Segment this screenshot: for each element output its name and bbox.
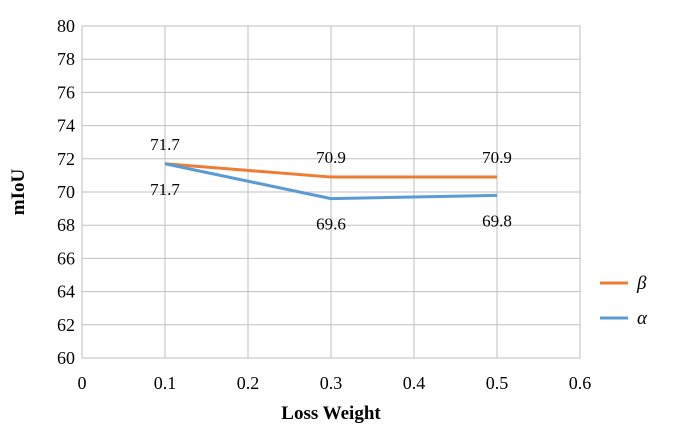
plot-area-frame xyxy=(81,25,581,359)
x-axis-title: Loss Weight xyxy=(281,403,381,424)
y-tick-label: 70 xyxy=(57,182,75,202)
y-tick-label: 72 xyxy=(57,149,75,169)
y-tick-label: 78 xyxy=(57,49,75,69)
data-labels: 71.7 70.9 70.9 71.7 69.6 69.8 xyxy=(150,135,512,234)
y-tick-label: 68 xyxy=(57,215,75,235)
data-label: 71.7 xyxy=(150,180,180,199)
legend-label: β xyxy=(636,273,647,294)
x-tick-label: 0.6 xyxy=(569,373,592,393)
series-line-1 xyxy=(164,162,498,201)
series-line-0 xyxy=(164,162,497,179)
x-tick-label: 0.3 xyxy=(320,373,343,393)
x-tick-label: 0 xyxy=(78,373,87,393)
data-label: 71.7 xyxy=(150,135,180,154)
data-label: 69.6 xyxy=(316,215,346,234)
y-tick-label: 76 xyxy=(57,82,75,102)
x-tick-label: 0.2 xyxy=(237,373,260,393)
x-tick-label: 0.5 xyxy=(486,373,509,393)
data-label: 70.9 xyxy=(482,148,512,167)
data-label: 69.8 xyxy=(482,211,512,230)
y-axis-title: mIoU xyxy=(8,169,29,216)
x-tick-label: 0.1 xyxy=(154,373,177,393)
y-tick-label: 60 xyxy=(57,348,75,368)
data-label: 70.9 xyxy=(316,148,346,167)
y-tick-label: 80 xyxy=(57,16,75,36)
tick-labels: 60 62 64 66 68 70 72 74 76 78 80 0 0.1 0.2 0.3 0.4 0.5 0.… xyxy=(57,16,591,393)
y-tick-label: 66 xyxy=(57,248,75,268)
y-tick-label: 62 xyxy=(57,315,75,335)
series-lines xyxy=(164,162,498,201)
y-tick-label: 74 xyxy=(57,116,75,136)
x-tick-label: 0.4 xyxy=(403,373,426,393)
y-tick-label: 64 xyxy=(57,282,75,302)
legend-label: α xyxy=(637,308,648,329)
legend: βα xyxy=(600,273,648,329)
